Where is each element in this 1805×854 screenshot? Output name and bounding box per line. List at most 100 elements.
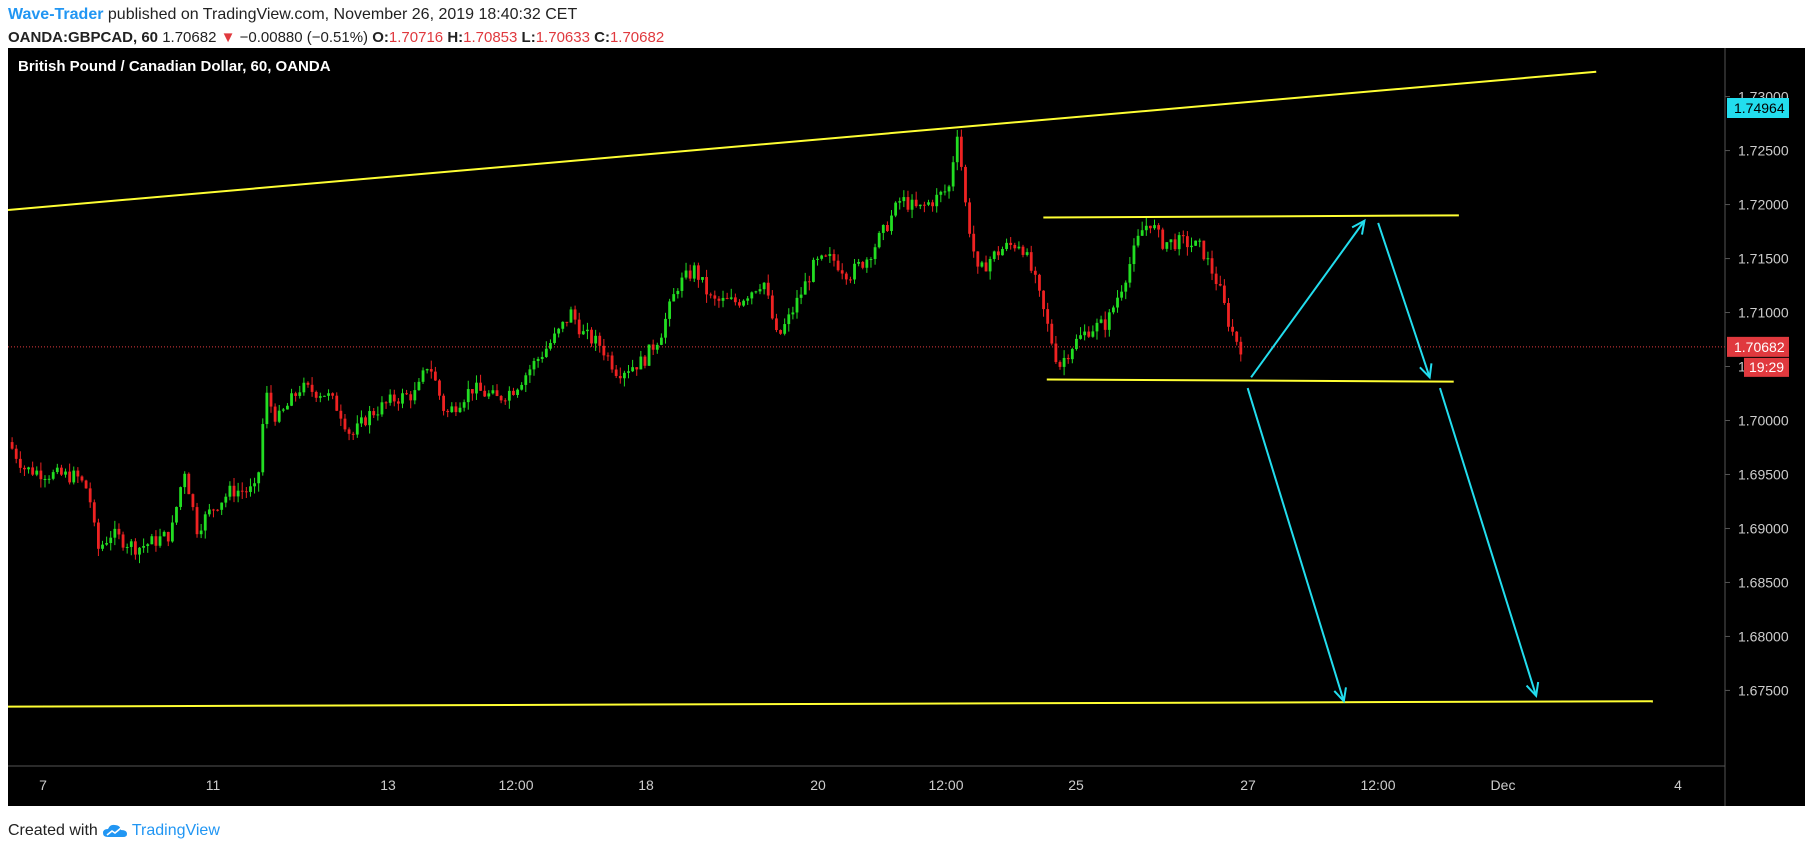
tradingview-link[interactable]: TradingView: [131, 822, 220, 839]
candle-body: [1206, 258, 1210, 260]
candle-body: [939, 191, 943, 195]
arrowhead-icon: [1333, 687, 1347, 704]
candle-body: [1124, 282, 1128, 292]
price-axis[interactable]: 1.730001.725001.720001.715001.710001.705…: [1725, 89, 1789, 699]
candle-body: [290, 393, 293, 406]
candle-body: [117, 528, 121, 535]
candle-body: [659, 337, 663, 345]
candle-body: [158, 536, 162, 546]
time-tick-label: 4: [1674, 777, 1682, 793]
candle-body: [1165, 242, 1169, 249]
candle-body: [154, 536, 158, 546]
author-link[interactable]: Wave-Trader: [8, 6, 104, 23]
candle-body: [844, 273, 848, 280]
candle-body: [544, 348, 548, 357]
range-top-line[interactable]: [1043, 214, 1459, 219]
candle-body: [503, 400, 507, 402]
time-tick-label: 20: [810, 777, 826, 793]
candle-body: [507, 390, 511, 401]
high-label: H:: [447, 29, 464, 46]
projection-arrow-4[interactable]: [1439, 387, 1538, 697]
candle-body: [1021, 246, 1025, 255]
time-axis[interactable]: 7 11 13 12:00 18 20 12:00 25 27 12:00 Dec 4: [39, 777, 1682, 793]
range-bottom-line[interactable]: [1046, 378, 1454, 383]
candle-body: [1194, 240, 1198, 246]
candle-body: [491, 390, 495, 394]
projection-arrow-2[interactable]: [1377, 222, 1431, 378]
candle-body: [1153, 225, 1156, 229]
symbol-name: OANDA:GBPCAD, 60: [8, 29, 159, 46]
chart-svg[interactable]: British Pound / Canadian Dollar, 60, OAN…: [7, 48, 1805, 806]
candle-body: [479, 382, 482, 391]
candle-body: [635, 367, 639, 370]
lower-channel-line[interactable]: [7, 700, 1653, 708]
candle-body: [1091, 331, 1095, 337]
projection-arrow-1[interactable]: [1250, 220, 1366, 378]
candle-body: [549, 342, 552, 349]
candle-body: [487, 393, 491, 397]
candle-body: [302, 382, 306, 393]
candle-body: [931, 202, 935, 207]
candle-body: [1066, 357, 1070, 360]
candle-body: [392, 394, 396, 402]
candle-body: [820, 255, 824, 259]
candle-body: [988, 258, 992, 272]
price-tick-label: 1.69000: [1738, 520, 1789, 536]
candle-body: [602, 345, 606, 356]
candle-body: [1116, 297, 1119, 308]
candle-body: [898, 201, 902, 203]
candle-body: [421, 370, 425, 382]
candle-body: [277, 410, 281, 422]
drawings-group: [7, 70, 1653, 708]
candle-body: [1190, 245, 1193, 248]
candle-body: [142, 545, 146, 548]
candle-body: [668, 301, 672, 319]
candle-body: [676, 290, 680, 295]
candle-body: [84, 480, 88, 489]
down-arrow-icon: ▼: [220, 29, 236, 46]
projection-arrow-3[interactable]: [1246, 387, 1345, 702]
candle-body: [1157, 225, 1161, 230]
candle-body: [902, 197, 906, 202]
candle-body: [849, 279, 852, 281]
candle-body: [1128, 264, 1132, 283]
close-value: 1.70682: [609, 29, 665, 46]
candle-body: [725, 297, 729, 299]
candle-body: [894, 202, 898, 216]
high-value: 1.70853: [463, 29, 518, 46]
candle-body: [97, 522, 100, 549]
candle-body: [1050, 323, 1054, 344]
candle-body: [224, 496, 228, 503]
price-tick-label: 1.72500: [1738, 143, 1789, 159]
candle-body: [951, 162, 955, 187]
candle-body: [746, 298, 750, 301]
candle-body: [569, 309, 573, 323]
chart-area[interactable]: British Pound / Canadian Dollar, 60, OAN…: [7, 48, 1805, 806]
candle-body: [347, 429, 351, 434]
time-tick-label: 13: [380, 777, 396, 793]
candle-body: [1132, 245, 1136, 265]
candle-body: [199, 530, 203, 535]
candle-body: [540, 356, 544, 359]
candle-body: [43, 478, 47, 480]
price-tick-label: 1.67500: [1738, 682, 1789, 698]
candle-body: [742, 300, 745, 306]
candle-body: [429, 369, 433, 372]
candle-body: [914, 199, 918, 207]
candle-body: [133, 541, 137, 555]
candle-body: [561, 321, 565, 329]
candle-body: [310, 384, 314, 392]
candle-body: [828, 254, 832, 257]
candle-body: [581, 331, 585, 335]
candle-body: [1029, 252, 1033, 271]
candle-body: [306, 382, 310, 385]
candle-body: [524, 375, 528, 385]
last-price: 1.70682: [162, 29, 217, 46]
candle-body: [799, 294, 803, 298]
candle-body: [121, 534, 125, 548]
candle-body: [351, 433, 355, 435]
candle-body: [1058, 362, 1062, 367]
price-tick-label: 1.68500: [1738, 574, 1789, 590]
candle-body: [207, 509, 211, 515]
upper-channel-line[interactable]: [7, 70, 1597, 211]
